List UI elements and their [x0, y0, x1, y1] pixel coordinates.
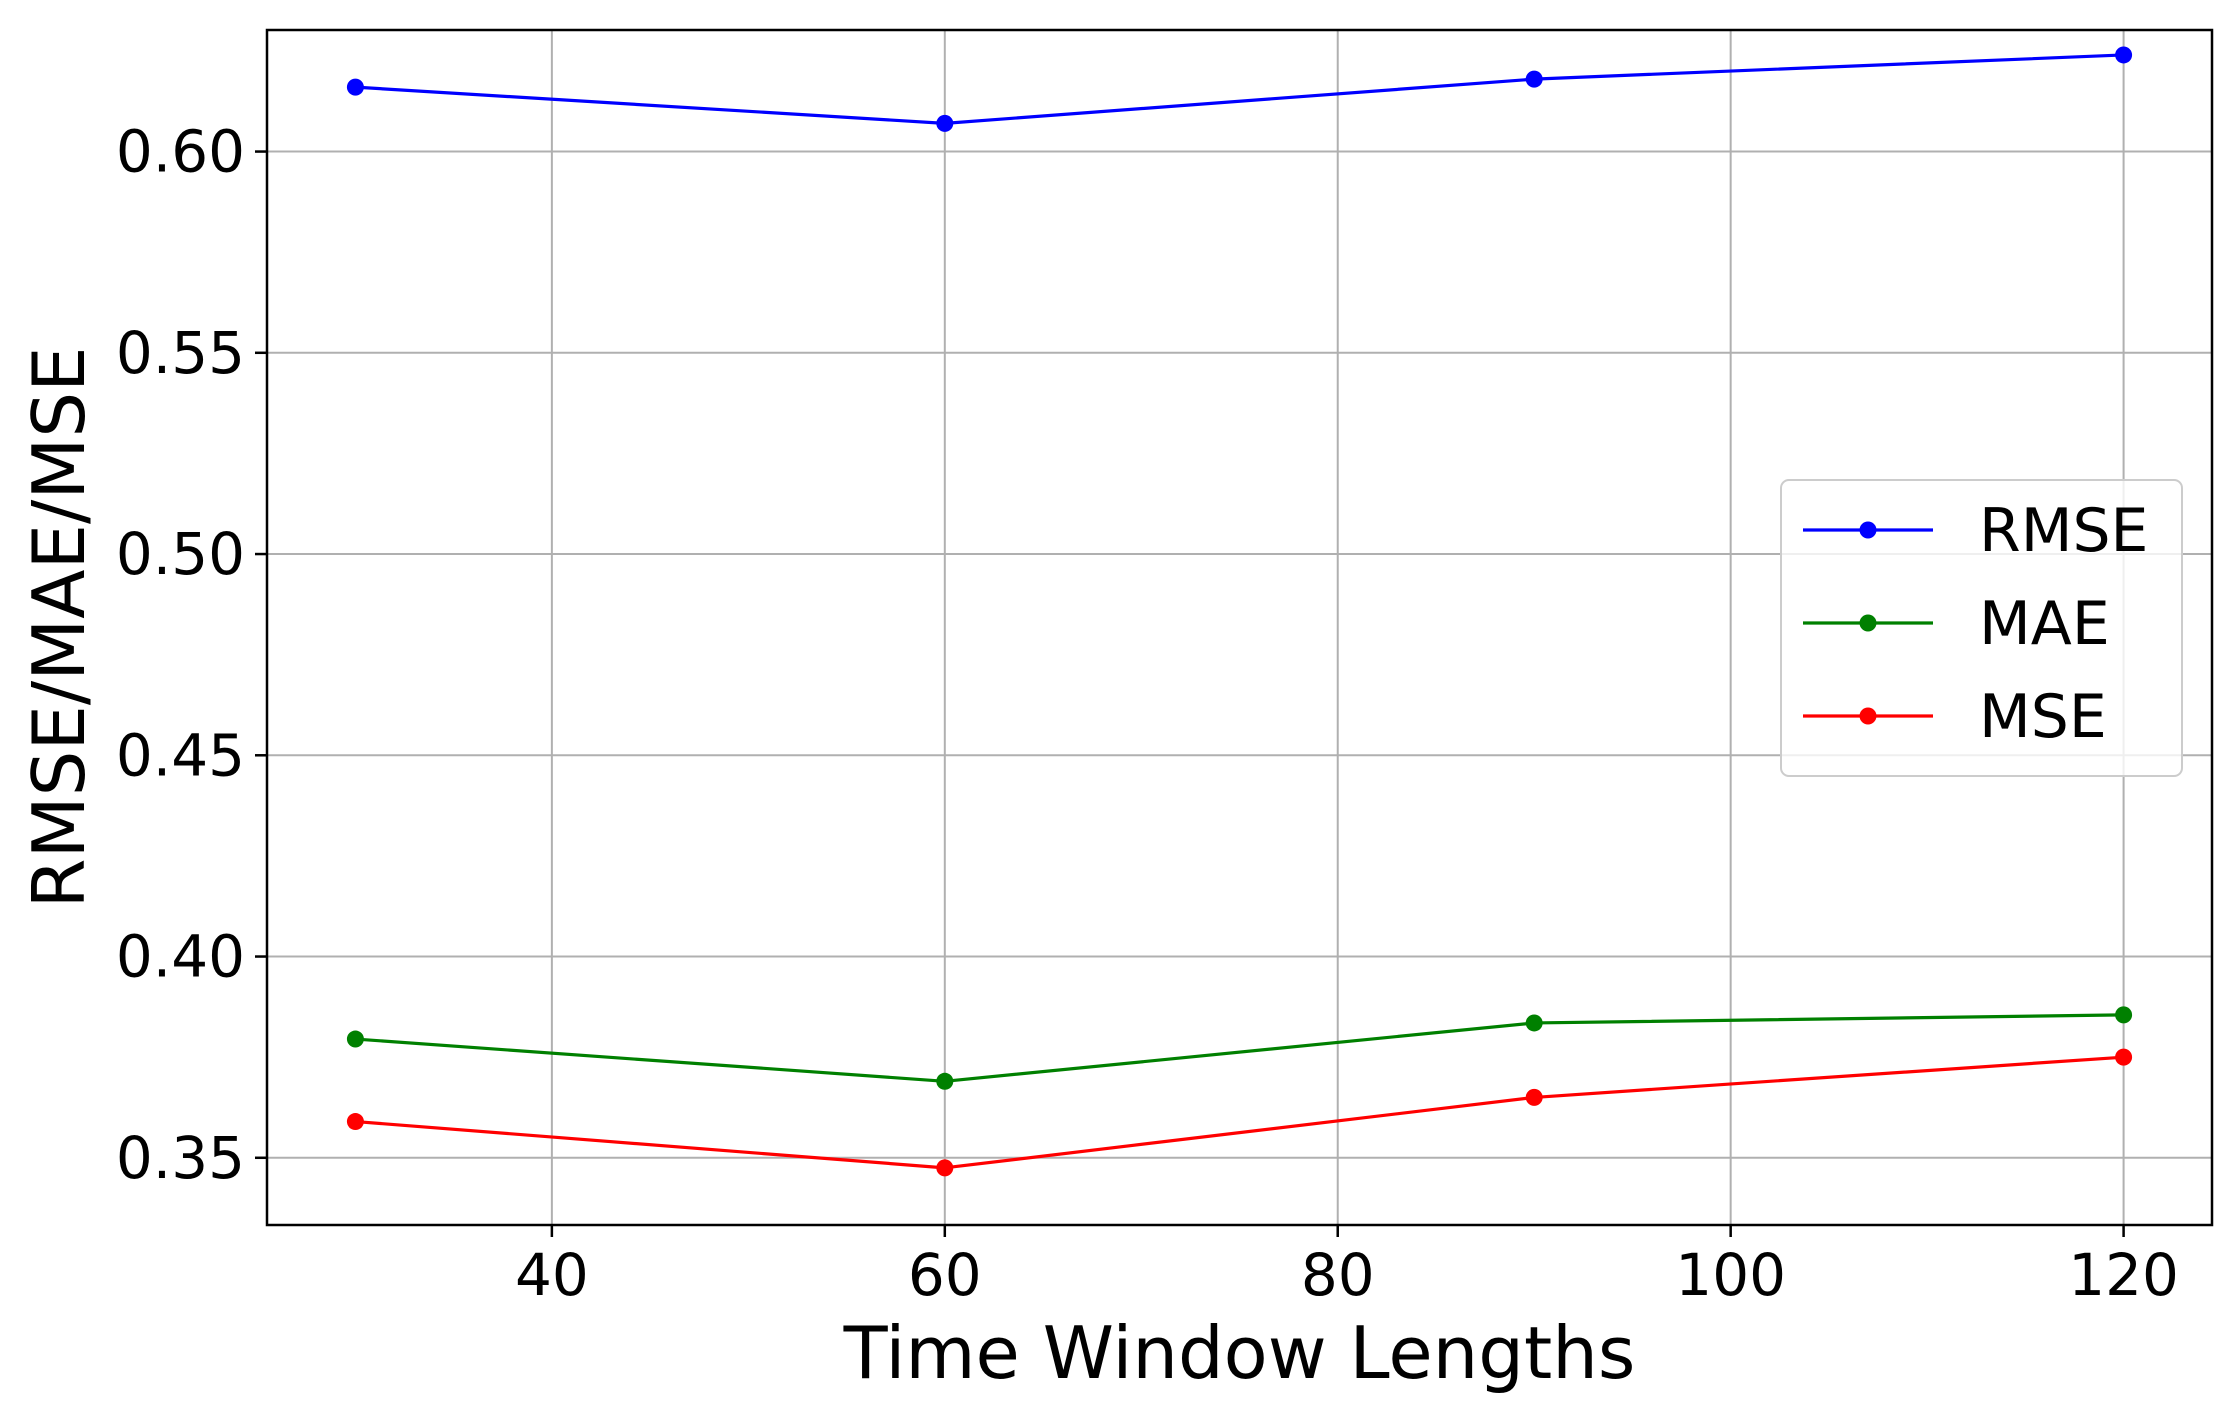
legend-marker-rmse [1859, 521, 1877, 539]
series-mse [346, 1048, 2133, 1177]
series-layer [346, 46, 2133, 1177]
axis-ticks: 40 60 80 100 120 0.35 0.40 0.45 0.50 0.55 0.60 [116, 118, 2179, 1309]
data-point-mae [346, 1030, 364, 1048]
series-line-mse [355, 1055, 2124, 1170]
series-line-rmse [355, 53, 2124, 125]
x-tick-label: 80 [1301, 1241, 1375, 1309]
data-point-rmse [936, 114, 954, 132]
y-axis-label: RMSE/MAE/MSE [17, 346, 101, 908]
y-tick-label: 0.50 [116, 520, 245, 588]
legend-box [1780, 479, 2183, 777]
y-tick-label: 0.55 [116, 319, 245, 387]
legend: RMSE MAE MSE [1780, 479, 2183, 777]
series-mae [346, 1006, 2133, 1090]
data-point-mse [936, 1159, 954, 1177]
data-point-mse [346, 1113, 364, 1131]
series-line-mae [355, 1013, 2124, 1083]
legend-label-mse: MSE [1979, 682, 2107, 752]
data-point-rmse [1525, 70, 1543, 88]
y-tick-label: 0.45 [116, 721, 245, 789]
data-point-mse [1525, 1088, 1543, 1106]
y-tick-label: 0.40 [116, 923, 245, 991]
data-point-mae [936, 1072, 954, 1090]
legend-label-rmse: RMSE [1979, 496, 2148, 566]
y-tick-label: 0.60 [116, 118, 245, 186]
legend-marker-mse [1859, 707, 1877, 725]
data-point-rmse [2115, 46, 2133, 64]
x-tick-label: 60 [908, 1241, 982, 1309]
legend-marker-mae [1859, 614, 1877, 632]
data-point-mae [1525, 1014, 1543, 1032]
series-rmse [346, 46, 2133, 132]
legend-label-mae: MAE [1979, 589, 2110, 659]
y-tick-label: 0.35 [116, 1124, 245, 1192]
x-tick-label: 40 [515, 1241, 589, 1309]
data-point-mae [2115, 1006, 2133, 1024]
x-tick-label: 100 [1675, 1241, 1786, 1309]
x-axis-label: Time Window Lengths [843, 1311, 1636, 1395]
data-point-mse [2115, 1048, 2133, 1066]
data-point-rmse [346, 78, 364, 96]
x-tick-label: 120 [2068, 1241, 2179, 1309]
plot-area-frame [265, 28, 2214, 1227]
